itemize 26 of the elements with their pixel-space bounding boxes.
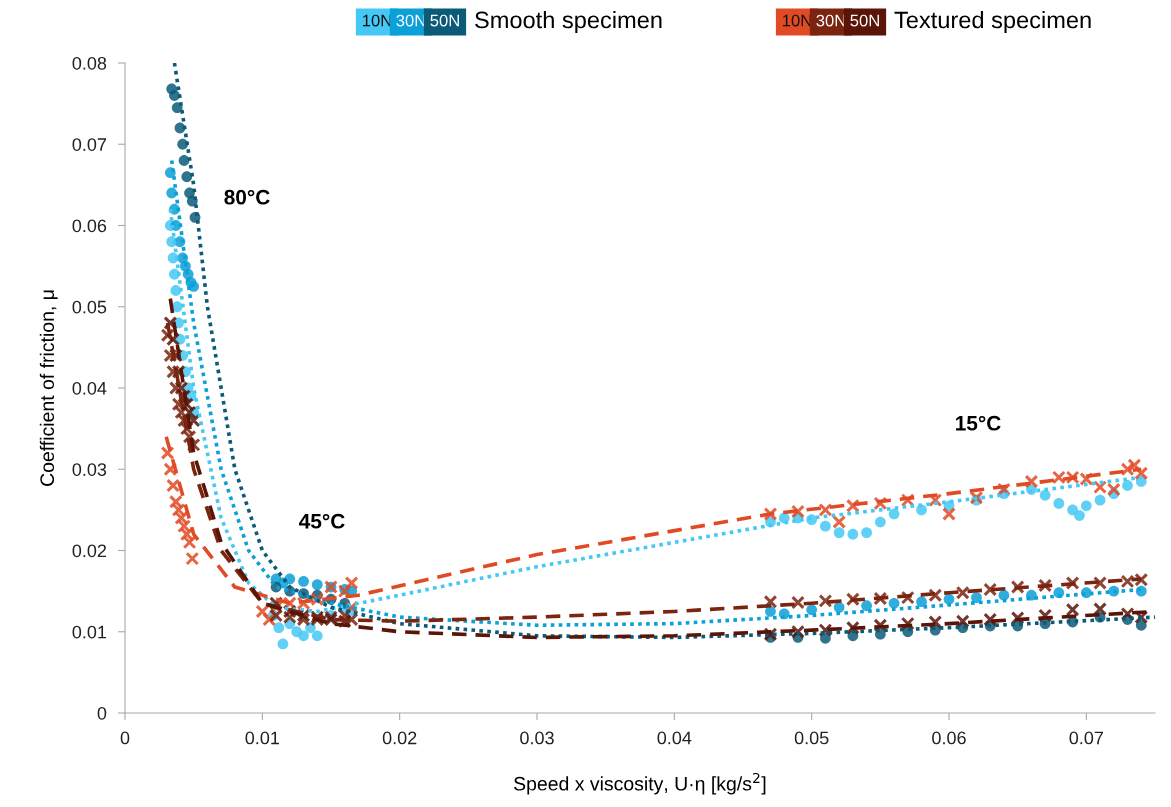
y-tick-label: 0	[97, 706, 107, 720]
y-axis-title: Coefficient of friction, μ	[39, 290, 58, 486]
y-tick-label: 0.01	[72, 625, 107, 639]
text: 50N	[430, 14, 459, 27]
annotation: 80°C	[224, 189, 270, 205]
x-axis-title: Speed x viscosity, U·η [kg/s$^{2}$]	[514, 772, 766, 795]
x-tick-label: 0.03	[520, 731, 554, 745]
y-tick-label: 0.04	[72, 381, 107, 395]
x-tick-label: 0.04	[657, 731, 692, 745]
y-tick-label: 0.07	[72, 138, 107, 151]
y-tick-label: 0.05	[72, 300, 107, 314]
y-tick-label: 0.06	[72, 219, 107, 233]
x-tick-label: 0.07	[1069, 731, 1103, 745]
text: 50N	[850, 14, 879, 27]
x-tick-label: 0.05	[794, 731, 829, 745]
annotation: 15°C	[956, 415, 1001, 431]
y-tick-label: 0.08	[72, 56, 107, 70]
x-tick-label: 0.01	[245, 731, 280, 745]
y-tick-label: 0.03	[72, 463, 107, 476]
x-tick-label: 0.06	[932, 731, 966, 745]
y-tick-label: 0.02	[72, 544, 107, 558]
x-tick-label: 0.02	[382, 731, 417, 745]
x-tick-label: 0	[120, 731, 130, 745]
text: Smooth specimen	[475, 11, 662, 34]
text: Textured specimen	[894, 11, 1091, 34]
annotation: 45°C	[299, 513, 345, 529]
